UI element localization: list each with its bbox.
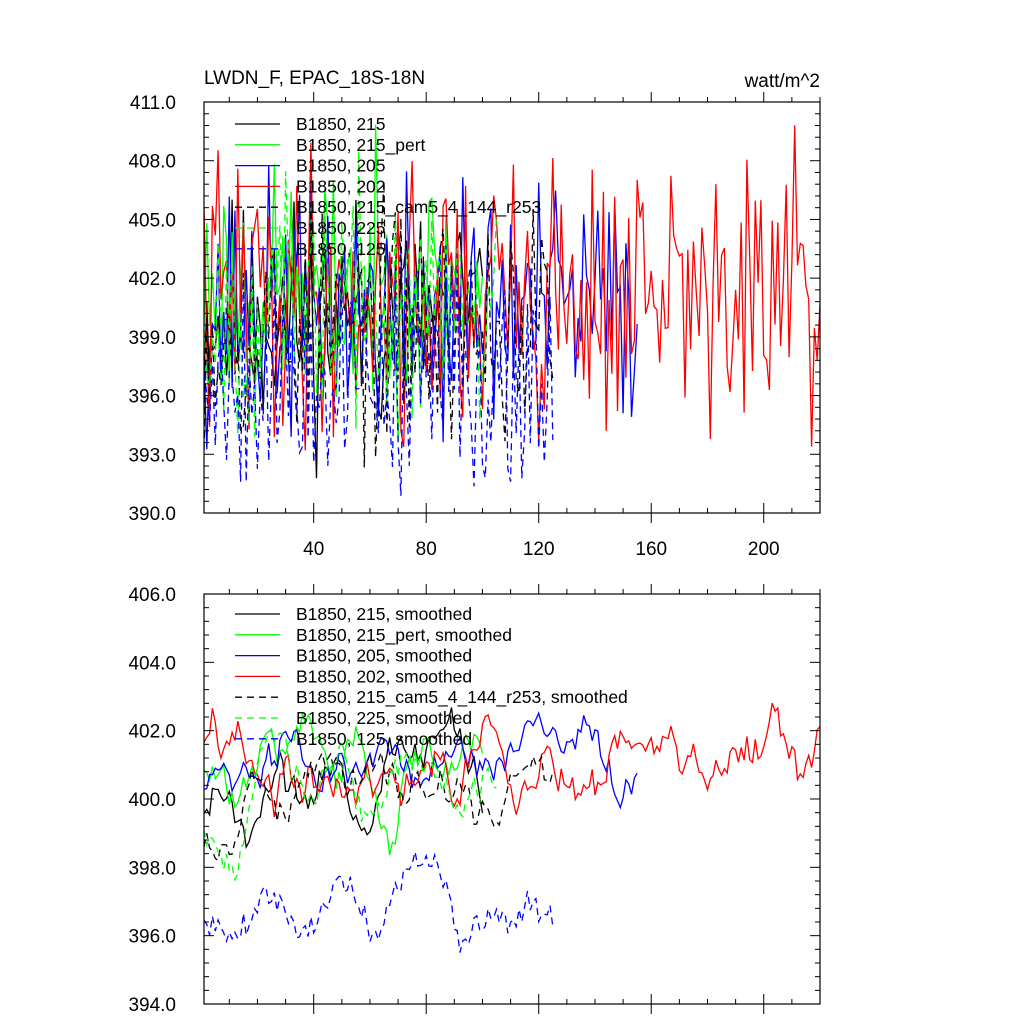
series-line-5	[204, 150, 498, 437]
y-tick-label: 406.0	[128, 585, 176, 606]
y-tick-label: 393.0	[128, 445, 176, 466]
panel-smoothed: 394.0 396.0 398.0 400.0 402.0 404.0 406.0 B185…	[128, 584, 821, 1016]
legend-label-0: B1850, 215	[296, 114, 386, 134]
legend-label-3: B1850, 202	[296, 176, 386, 196]
legend-label-6: B1850, 125, smoothed	[296, 729, 472, 749]
series-line-3	[204, 125, 820, 451]
y-tick-label: 408.0	[128, 152, 176, 173]
series-layer	[204, 702, 820, 953]
legend-label-5: B1850, 225, smoothed	[296, 708, 472, 728]
panel-units: watt/m^2	[744, 71, 820, 92]
series-line-2	[204, 165, 638, 450]
series-line-4	[204, 180, 554, 468]
plot-frame	[203, 101, 821, 514]
legend-label-6: B1850, 125	[296, 239, 386, 259]
legend-label-1: B1850, 215_pert	[296, 135, 426, 156]
axis-ticks: 394.0 396.0 398.0 400.0 402.0 404.0 406.0	[128, 584, 821, 1016]
legend-label-5: B1850, 225	[296, 218, 386, 238]
y-tick-label: 402.0	[128, 722, 176, 743]
legend-label-1: B1850, 215_pert, smoothed	[296, 625, 512, 646]
axis-ticks: 390.0 393.0 396.0 399.0 402.0 405.0 408.0 411.0…	[128, 92, 821, 560]
y-tick-label: 404.0	[128, 653, 176, 674]
panel-title: LWDN_F, EPAC_18S-18N	[204, 68, 425, 89]
x-tick-label: 120	[523, 539, 555, 560]
legend-label-0: B1850, 215, smoothed	[296, 604, 472, 624]
legend-label-4: B1850, 215_cam5_4_144_r253	[296, 197, 541, 218]
y-tick-label: 400.0	[128, 790, 176, 811]
y-tick-label: 402.0	[128, 269, 176, 290]
y-tick-label: 398.0	[128, 858, 176, 879]
legend-label-2: B1850, 205	[296, 156, 386, 176]
legend-label-2: B1850, 205, smoothed	[296, 646, 472, 666]
y-tick-label: 394.0	[128, 995, 176, 1016]
y-tick-label: 399.0	[128, 328, 176, 349]
series-line-5	[204, 727, 497, 882]
y-tick-label: 396.0	[128, 387, 176, 408]
x-tick-label: 80	[416, 539, 437, 560]
series-line-1	[204, 713, 484, 856]
legend-label-4: B1850, 215_cam5_4_144_r253, smoothed	[296, 687, 628, 708]
y-tick-label: 396.0	[128, 927, 176, 948]
y-tick-label: 405.0	[128, 210, 176, 231]
y-tick-label: 411.0	[130, 93, 176, 114]
x-tick-label: 40	[303, 539, 324, 560]
series-line-3	[204, 702, 820, 818]
y-tick-label: 390.0	[128, 504, 176, 525]
series-line-6	[204, 851, 554, 953]
panel-raw: LWDN_F, EPAC_18S-18N watt/m^2 390.0 393.0…	[128, 68, 821, 560]
series-line-4	[204, 751, 554, 862]
x-tick-label: 200	[748, 539, 780, 560]
series-line-6	[204, 245, 554, 496]
series-layer	[204, 124, 820, 496]
x-tick-label: 160	[635, 539, 667, 560]
legend-label-3: B1850, 202, smoothed	[296, 666, 472, 686]
